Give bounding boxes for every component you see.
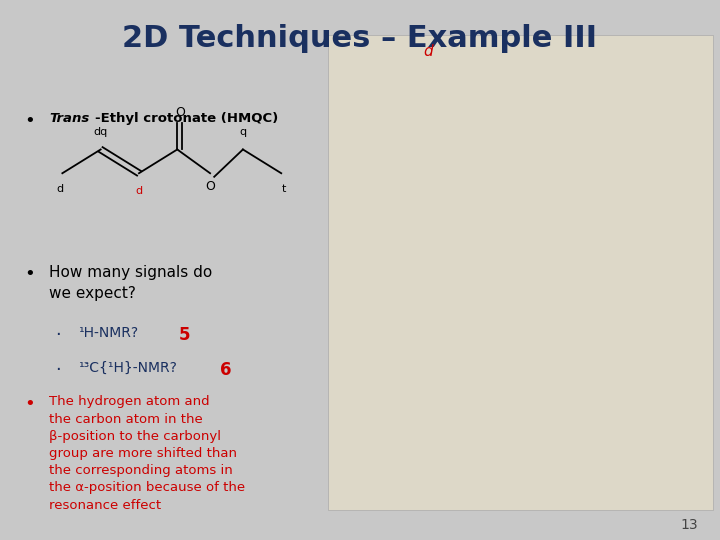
Text: ·: · xyxy=(55,361,61,379)
Text: O: O xyxy=(175,106,184,119)
X-axis label: ppm: ppm xyxy=(510,495,531,503)
Ellipse shape xyxy=(387,102,400,129)
Text: O: O xyxy=(205,180,215,193)
Ellipse shape xyxy=(423,137,444,182)
Text: Trans: Trans xyxy=(49,112,89,125)
Text: ·: · xyxy=(55,326,61,343)
Text: The hydrogen atom and
the carbon atom in the
β-position to the carbonyl
group ar: The hydrogen atom and the carbon atom in… xyxy=(49,395,246,511)
Text: •: • xyxy=(24,112,35,130)
Ellipse shape xyxy=(642,422,662,467)
Y-axis label: ppm: ppm xyxy=(698,273,706,294)
Text: d: d xyxy=(423,44,433,59)
Text: d: d xyxy=(135,186,143,196)
Ellipse shape xyxy=(649,438,655,450)
Text: 5: 5 xyxy=(179,326,191,343)
Ellipse shape xyxy=(646,430,659,458)
Ellipse shape xyxy=(511,322,524,349)
Text: 13: 13 xyxy=(681,518,698,532)
Ellipse shape xyxy=(508,313,528,358)
Text: 6: 6 xyxy=(220,361,232,379)
Ellipse shape xyxy=(600,422,621,467)
Text: -Ethyl crotonate (HMQC): -Ethyl crotonate (HMQC) xyxy=(95,112,279,125)
Text: t: t xyxy=(282,184,286,194)
Ellipse shape xyxy=(515,329,521,341)
Text: •: • xyxy=(24,265,35,284)
Ellipse shape xyxy=(608,438,613,450)
Text: ¹³C{¹H}-NMR?: ¹³C{¹H}-NMR? xyxy=(78,361,176,375)
Text: dq: dq xyxy=(94,127,108,137)
Text: ¹H-NMR?: ¹H-NMR? xyxy=(78,326,138,340)
Text: q: q xyxy=(239,127,246,137)
Ellipse shape xyxy=(391,109,397,121)
Ellipse shape xyxy=(430,153,436,165)
Text: •: • xyxy=(24,395,35,413)
Ellipse shape xyxy=(427,145,440,173)
Text: 2D Techniques – Example III: 2D Techniques – Example III xyxy=(122,24,598,53)
Ellipse shape xyxy=(384,92,404,138)
Text: d: d xyxy=(56,184,63,194)
Text: How many signals do
we expect?: How many signals do we expect? xyxy=(49,265,212,301)
Ellipse shape xyxy=(604,430,617,458)
